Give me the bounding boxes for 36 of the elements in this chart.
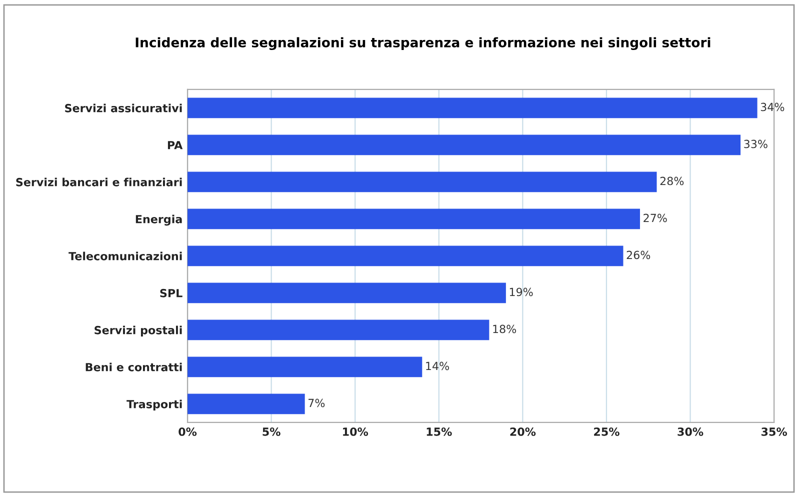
x-tick-label: 15% bbox=[426, 428, 452, 436]
y-tick-label: Beni e contratti bbox=[86, 362, 182, 372]
bar bbox=[188, 134, 741, 156]
y-tick-label: Trasporti bbox=[126, 400, 182, 410]
bar bbox=[188, 208, 640, 230]
data-label: 19% bbox=[510, 288, 533, 296]
x-tick-label: 10% bbox=[343, 428, 368, 436]
data-label: 18% bbox=[493, 324, 516, 334]
bar bbox=[188, 98, 758, 118]
bar bbox=[188, 394, 305, 414]
data-label: 27% bbox=[644, 214, 667, 222]
y-tick-label: Servizi assicurativi bbox=[65, 104, 182, 112]
y-tick-label: Servizi bancari e finanziari bbox=[16, 178, 182, 186]
bar bbox=[188, 172, 657, 192]
x-tick-label: 25% bbox=[594, 428, 620, 436]
bar bbox=[188, 356, 422, 378]
x-tick-label: 0% bbox=[178, 428, 197, 436]
data-label: 34% bbox=[760, 102, 784, 112]
y-tick-label: SPL bbox=[160, 288, 182, 298]
data-label: 14% bbox=[426, 362, 450, 370]
y-tick-label: Telecomunicazioni bbox=[68, 252, 182, 260]
bar bbox=[188, 320, 490, 340]
x-tick-label: 35% bbox=[762, 428, 788, 436]
data-label: 7% bbox=[308, 398, 325, 408]
data-label: 28% bbox=[660, 176, 684, 186]
x-tick-label: 5% bbox=[262, 428, 280, 436]
data-label: 33% bbox=[744, 140, 768, 148]
y-tick-label: Servizi postali bbox=[94, 326, 182, 336]
x-tick-label: 20% bbox=[510, 428, 536, 436]
bar bbox=[188, 282, 506, 304]
data-label: 26% bbox=[626, 250, 650, 260]
bar bbox=[188, 246, 624, 266]
y-tick-label: PA bbox=[168, 141, 183, 150]
x-tick-label: 30% bbox=[678, 428, 704, 436]
y-tick-label: Energia bbox=[136, 214, 182, 226]
chart-title: Incidenza delle segnalazioni su trasparenza e informazione nei singoli settori bbox=[136, 37, 710, 50]
